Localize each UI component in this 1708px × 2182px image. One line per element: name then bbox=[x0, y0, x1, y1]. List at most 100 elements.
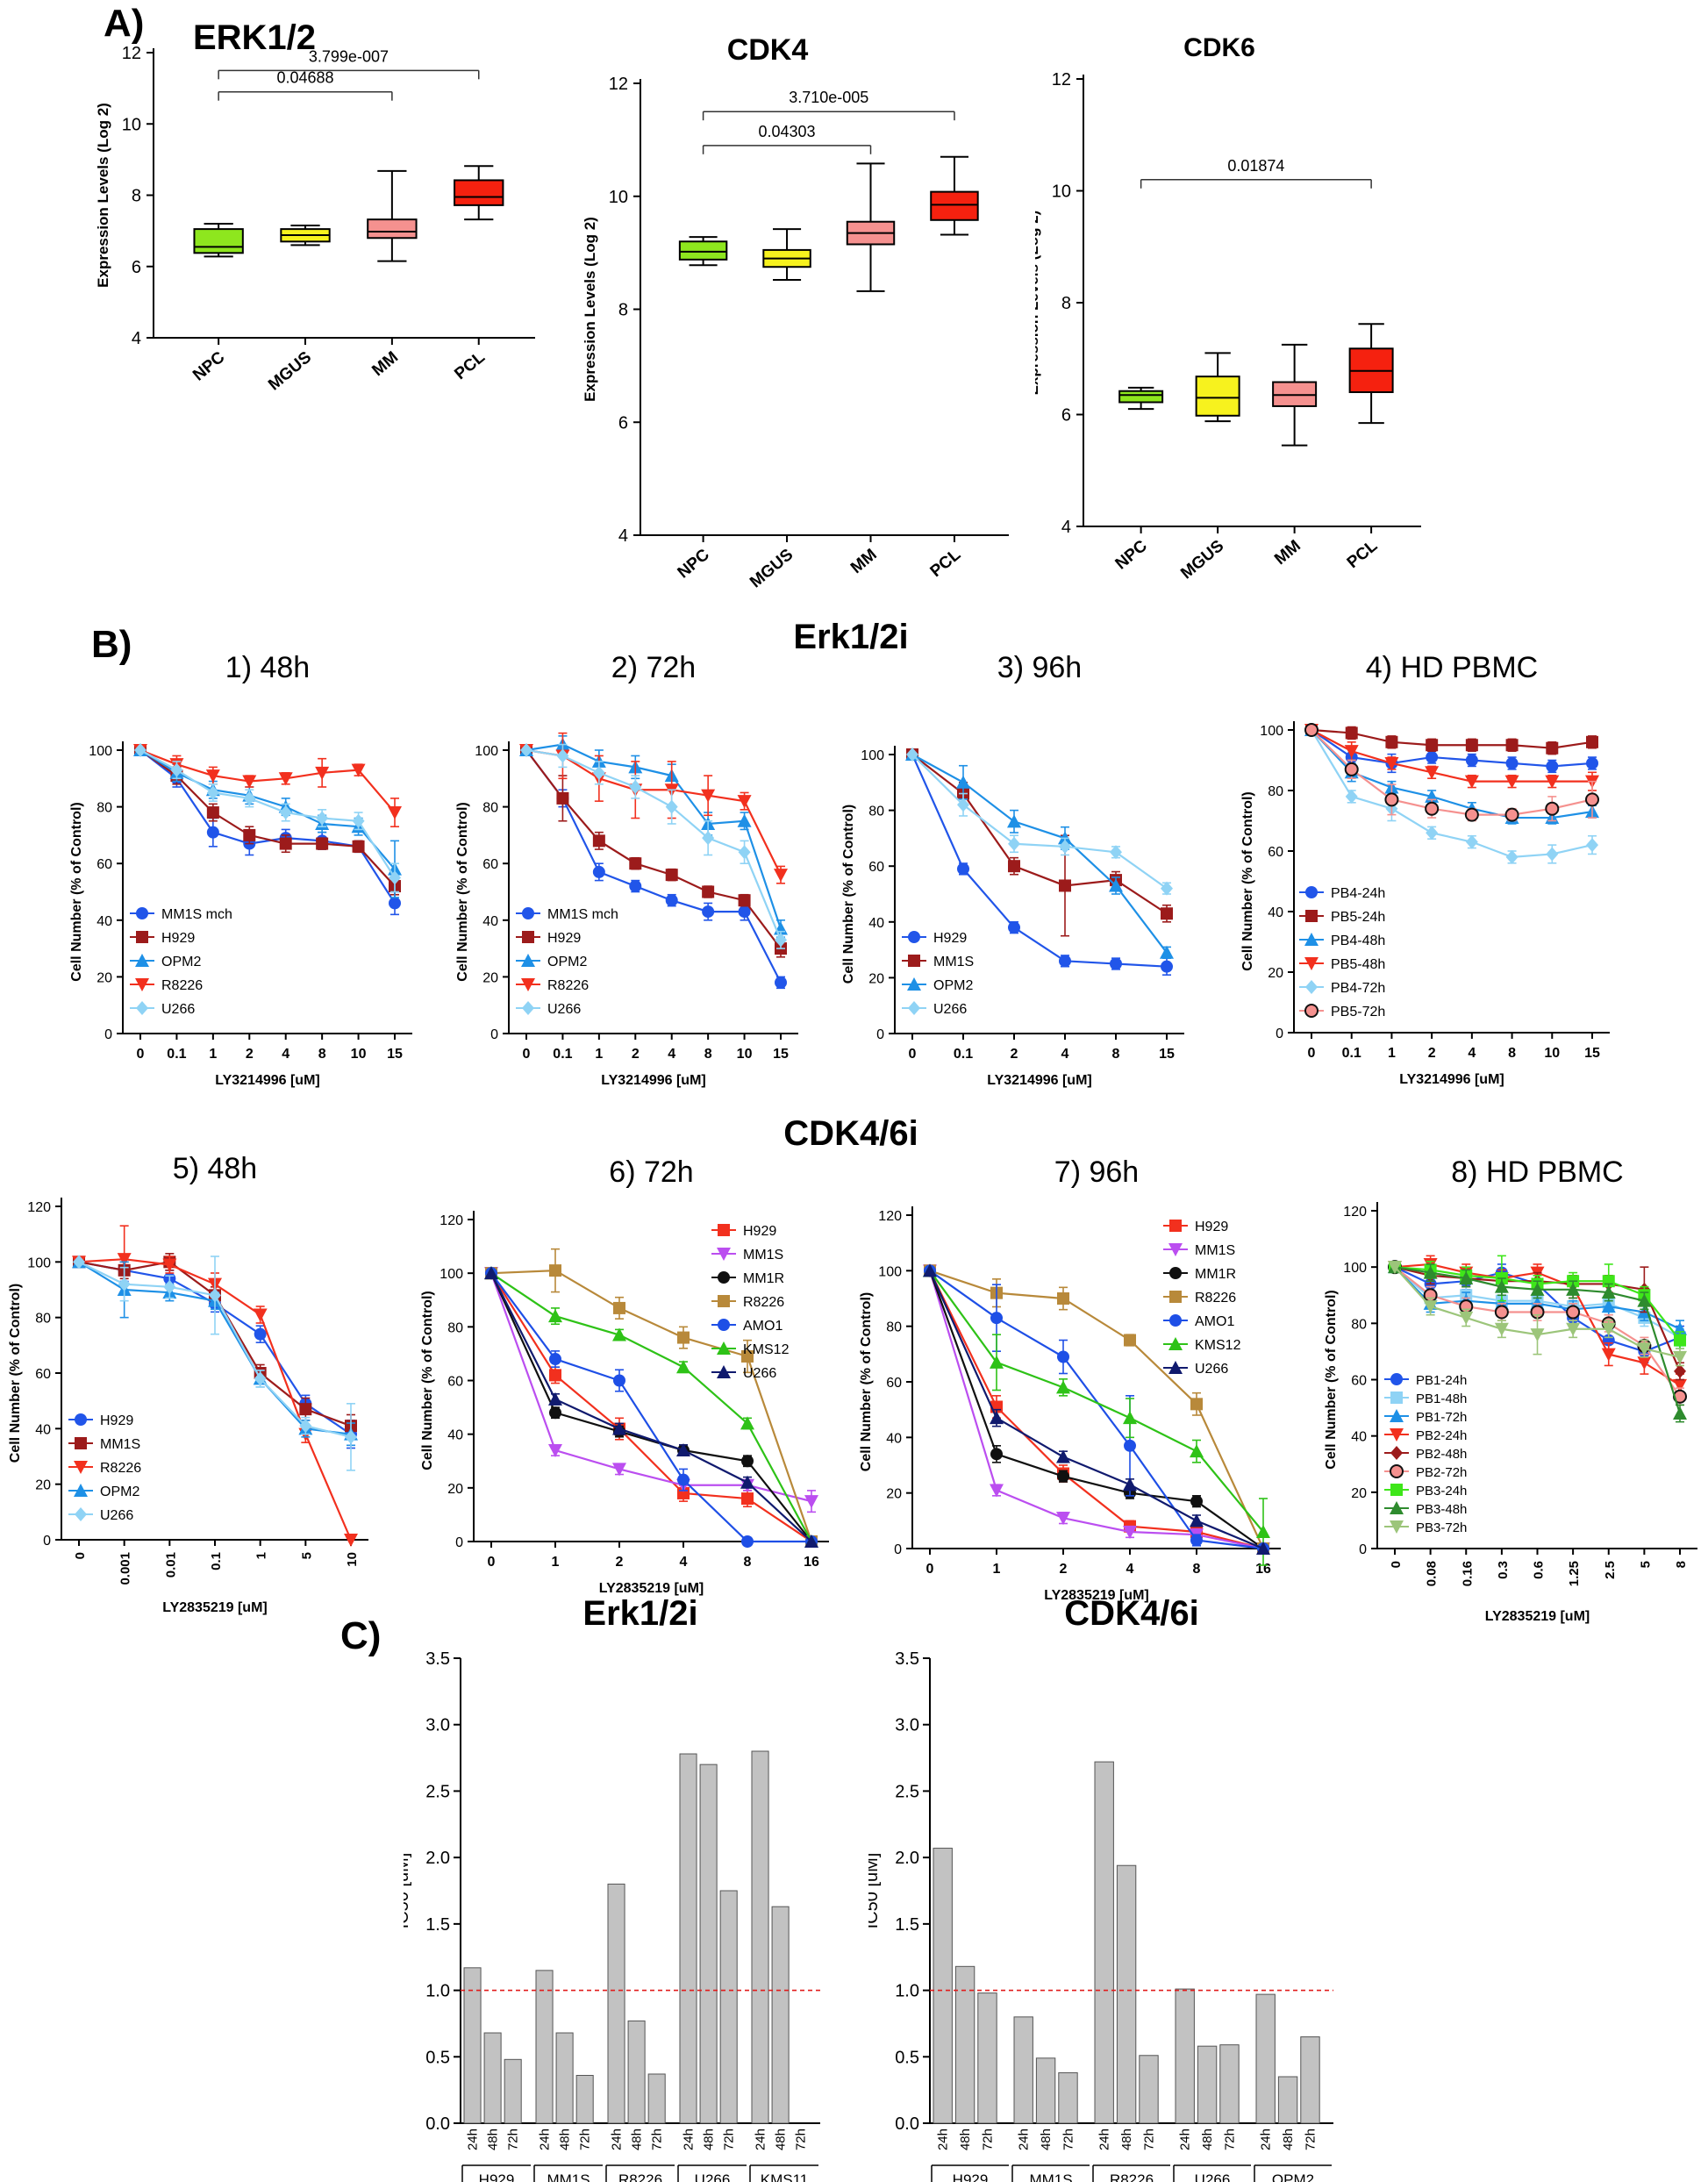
y-tick-label: 80 bbox=[1351, 1317, 1367, 1332]
legend-marker bbox=[1305, 886, 1318, 898]
data-point bbox=[676, 1360, 690, 1374]
bar-timepoint-label: 24h bbox=[538, 2128, 553, 2150]
legend-label: PB4-24h bbox=[1331, 886, 1385, 901]
legend-label: R8226 bbox=[100, 1461, 141, 1476]
data-point bbox=[243, 828, 256, 841]
x-tick-label: 0.1 bbox=[209, 1552, 224, 1570]
data-point bbox=[665, 869, 678, 882]
data-point bbox=[990, 1411, 1004, 1425]
legend-marker bbox=[75, 1413, 87, 1426]
data-point bbox=[1190, 1513, 1204, 1527]
y-tick-label: 3.0 bbox=[425, 1716, 450, 1735]
series-line-mm1s bbox=[490, 1272, 812, 1503]
series-line-r8226 bbox=[139, 748, 396, 813]
bar-timepoint-label: 48h bbox=[702, 2128, 717, 2150]
x-axis-label: LY3214996 [uM] bbox=[215, 1073, 319, 1088]
data-point bbox=[665, 799, 678, 814]
data-point bbox=[315, 766, 330, 780]
data-point bbox=[163, 1279, 176, 1294]
bar-timepoint-label: 72h bbox=[722, 2128, 737, 2150]
legend-marker bbox=[717, 1365, 731, 1378]
data-point bbox=[556, 791, 569, 805]
bar-mm1s bbox=[575, 2074, 594, 2124]
y-tick-label: 2.5 bbox=[895, 1782, 919, 1801]
data-point bbox=[1110, 957, 1122, 970]
legend-label: AMO1 bbox=[743, 1319, 783, 1334]
y-tick-label: 40 bbox=[1351, 1430, 1367, 1445]
series-line-u266 bbox=[911, 754, 1168, 890]
chart-title: 6) 72h bbox=[609, 1155, 693, 1189]
bar-timepoint-label: 72h bbox=[1061, 2128, 1076, 2150]
data-point bbox=[1124, 1439, 1136, 1452]
data-point bbox=[1123, 1526, 1137, 1539]
legend-marker bbox=[718, 1224, 730, 1236]
data-point bbox=[1057, 1292, 1069, 1305]
data-point bbox=[1056, 1512, 1070, 1526]
bar-mm1s bbox=[1035, 2057, 1056, 2124]
y-axis-label: IC50 [uM] bbox=[868, 1853, 882, 1929]
data-point bbox=[1256, 1542, 1270, 1555]
data-point bbox=[1504, 775, 1519, 789]
data-point bbox=[1465, 834, 1478, 849]
y-tick-label: 10 bbox=[609, 188, 628, 207]
group-label: MM1S bbox=[547, 2171, 590, 2182]
y-tick-label: 120 bbox=[27, 1200, 51, 1215]
data-point bbox=[1459, 1271, 1474, 1284]
data-point bbox=[740, 1475, 754, 1489]
y-tick-label: 100 bbox=[1260, 724, 1283, 739]
y-tick-label: 12 bbox=[1052, 70, 1071, 89]
x-tick-label: 2 bbox=[246, 1047, 254, 1062]
x-tick-label: 5 bbox=[299, 1552, 314, 1559]
bar-timepoint-label: 24h bbox=[1017, 2128, 1032, 2150]
data-point bbox=[1384, 756, 1399, 770]
legend-marker bbox=[1390, 1428, 1404, 1442]
data-point bbox=[1123, 1477, 1137, 1492]
legend-marker bbox=[1168, 1337, 1183, 1350]
y-tick-label: 0 bbox=[490, 1027, 498, 1042]
data-point bbox=[1530, 1282, 1545, 1296]
y-tick-label: 0.5 bbox=[895, 2048, 919, 2067]
group-label: OPM2 bbox=[1272, 2171, 1314, 2182]
y-tick-label: 20 bbox=[447, 1482, 463, 1497]
series-line-pb4-24h bbox=[1311, 729, 1593, 768]
legend-label: OPM2 bbox=[933, 978, 973, 993]
y-tick-label: 2.5 bbox=[425, 1782, 450, 1801]
legend-marker bbox=[1168, 1361, 1183, 1374]
data-point bbox=[1059, 879, 1071, 892]
y-tick-label: 0 bbox=[1276, 1027, 1283, 1041]
x-tick-label: 0.1 bbox=[553, 1047, 572, 1062]
legend-marker bbox=[908, 1001, 920, 1015]
data-point bbox=[592, 834, 605, 848]
data-point bbox=[1425, 801, 1440, 816]
y-tick-label: 2.0 bbox=[425, 1849, 450, 1868]
legend-label: H929 bbox=[933, 931, 967, 946]
legend-marker bbox=[907, 977, 921, 991]
group-label: U266 bbox=[1195, 2171, 1231, 2182]
data-point bbox=[548, 1444, 562, 1458]
data-point bbox=[1465, 739, 1478, 752]
y-tick-label: 10 bbox=[1052, 182, 1071, 202]
bar-r8226 bbox=[1139, 2055, 1159, 2124]
y-tick-label: 40 bbox=[868, 916, 884, 931]
y-tick-label: 1.5 bbox=[895, 1915, 919, 1935]
data-point bbox=[702, 831, 715, 846]
x-tick-label: 0 bbox=[523, 1047, 531, 1062]
data-point bbox=[1423, 1265, 1438, 1279]
x-tick-label: MGUS bbox=[747, 546, 797, 592]
bar-r8226 bbox=[1116, 1864, 1137, 2124]
x-tick-label: 0 bbox=[926, 1562, 934, 1577]
data-point bbox=[1494, 1305, 1509, 1320]
y-axis-label: Cell Number (% of Control) bbox=[1324, 1290, 1339, 1469]
series-line-amo1 bbox=[490, 1272, 811, 1543]
panel-a-label: A) bbox=[104, 2, 145, 45]
y-tick-label: 60 bbox=[1351, 1374, 1367, 1389]
x-tick-label: 15 bbox=[773, 1047, 789, 1062]
data-point bbox=[1637, 1356, 1652, 1370]
bar-u266 bbox=[1197, 2045, 1218, 2124]
data-point bbox=[548, 1391, 562, 1406]
cdk-hd-pbmc-line-chart: 8) HD PBMC 0 20 40 60 80 100 120 0 0.08 0.16 0.3 0.6… bbox=[1324, 1155, 1697, 1624]
data-point bbox=[1057, 1350, 1069, 1363]
data-point bbox=[1545, 801, 1560, 816]
series-line-pb5-24h bbox=[1311, 728, 1593, 749]
legend-marker bbox=[521, 954, 535, 967]
